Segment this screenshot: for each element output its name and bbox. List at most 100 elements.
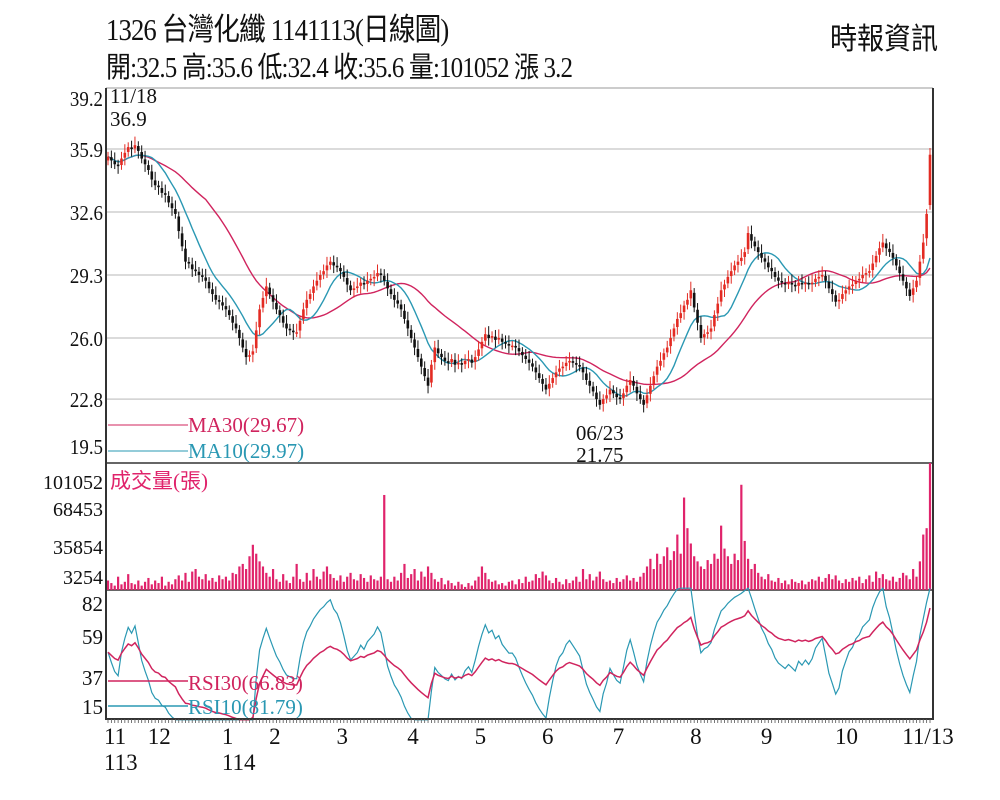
candle-body: [268, 287, 272, 295]
volume-bar: [143, 581, 147, 590]
candle-body: [291, 330, 295, 333]
high-value-label: 36.9: [110, 107, 147, 131]
volume-bar: [207, 580, 211, 590]
volume-bar: [544, 575, 548, 590]
volume-tick-label: 35854: [53, 537, 103, 559]
price-tick-label: 22.8: [70, 389, 103, 412]
volume-bar: [110, 583, 113, 590]
candle-body: [123, 152, 127, 158]
volume-bar: [787, 584, 790, 590]
volume-bar: [615, 577, 618, 590]
candle-body: [143, 159, 147, 165]
candle-body: [430, 364, 433, 383]
candle-body: [251, 351, 255, 355]
volume-bar: [504, 585, 507, 590]
candle-body: [534, 367, 538, 373]
candle-body: [379, 273, 383, 275]
candle-body: [204, 277, 207, 281]
candle-body: [517, 348, 521, 352]
candle-body: [598, 399, 602, 405]
volume-bar: [709, 563, 713, 590]
volume-bar: [373, 579, 376, 590]
candle-body: [692, 292, 696, 308]
candle-body: [342, 272, 346, 277]
candle-body: [322, 271, 325, 275]
volume-bar: [437, 581, 440, 590]
candle-body: [797, 282, 800, 286]
candle-body: [548, 383, 551, 389]
candle-body: [275, 302, 278, 310]
candle-body: [521, 351, 524, 356]
candle-body: [113, 161, 117, 165]
volume-bar: [918, 561, 921, 590]
volume-bar: [851, 577, 854, 590]
candle-body: [622, 393, 625, 399]
candle-body: [608, 389, 612, 395]
candle-body: [544, 384, 548, 390]
candle-body: [891, 252, 895, 258]
candle-body: [295, 332, 298, 334]
volume-bar: [292, 576, 295, 590]
candle-body: [591, 386, 595, 392]
candle-body: [669, 337, 672, 347]
candle-body: [588, 380, 592, 386]
volume-bar: [477, 576, 480, 590]
volume-bar: [844, 579, 847, 590]
rsi-tick-label: 82: [82, 592, 103, 616]
quote-summary: 開:32.5 高:35.6 低:32.4 收:35.6 量:101052 漲 3…: [106, 52, 573, 84]
volume-bar: [325, 566, 329, 590]
candle-body: [325, 265, 329, 271]
price-tick-label: 26.0: [70, 328, 103, 351]
volume-bar: [278, 581, 281, 590]
volume-bar: [753, 563, 756, 590]
price-tick-label: 39.2: [70, 88, 103, 111]
candle-body: [254, 330, 258, 349]
candle-body: [585, 373, 588, 380]
volume-bar: [773, 581, 777, 590]
candle-body: [352, 288, 356, 290]
volume-bar: [642, 572, 645, 590]
volume-bar: [905, 575, 908, 590]
volume-bar: [632, 577, 635, 590]
volume-bar: [531, 580, 534, 590]
candle-body: [564, 362, 568, 367]
volume-bar: [551, 583, 554, 590]
volume-bar: [790, 579, 793, 590]
volume-title: 成交量(張): [110, 469, 208, 493]
candle-body: [453, 359, 457, 365]
volume-bar: [908, 579, 911, 590]
candle-body: [305, 299, 309, 308]
candle-body: [315, 280, 319, 286]
volume-bar: [342, 581, 345, 590]
candle-body: [271, 295, 275, 302]
candle-body: [615, 393, 618, 398]
candle-body: [645, 395, 649, 404]
candle-body: [702, 334, 706, 338]
volume-bar: [901, 572, 905, 590]
candle-body: [194, 269, 197, 272]
rsi-tick-label: 15: [82, 695, 103, 719]
volume-bar: [177, 575, 180, 590]
candle-body: [716, 303, 720, 314]
candle-body: [261, 297, 265, 308]
volume-bar: [750, 569, 753, 590]
volume-bar: [386, 579, 389, 590]
candle-body: [770, 267, 773, 272]
volume-bar: [376, 580, 379, 590]
candle-body: [201, 275, 204, 277]
candle-body: [777, 277, 780, 281]
volume-bar: [369, 575, 372, 590]
candle-body: [190, 264, 194, 270]
volume-bar: [571, 580, 575, 590]
candle-body: [238, 329, 241, 338]
volume-bar: [228, 580, 231, 590]
candle-body: [736, 261, 740, 265]
candle-body: [682, 305, 686, 313]
volume-bar: [440, 577, 443, 590]
volume-bar: [861, 583, 864, 590]
volume-bar: [784, 580, 787, 590]
volume-bar: [740, 484, 743, 590]
candle-body: [234, 323, 238, 329]
candle-body: [925, 213, 928, 239]
volume-bar: [305, 572, 308, 590]
